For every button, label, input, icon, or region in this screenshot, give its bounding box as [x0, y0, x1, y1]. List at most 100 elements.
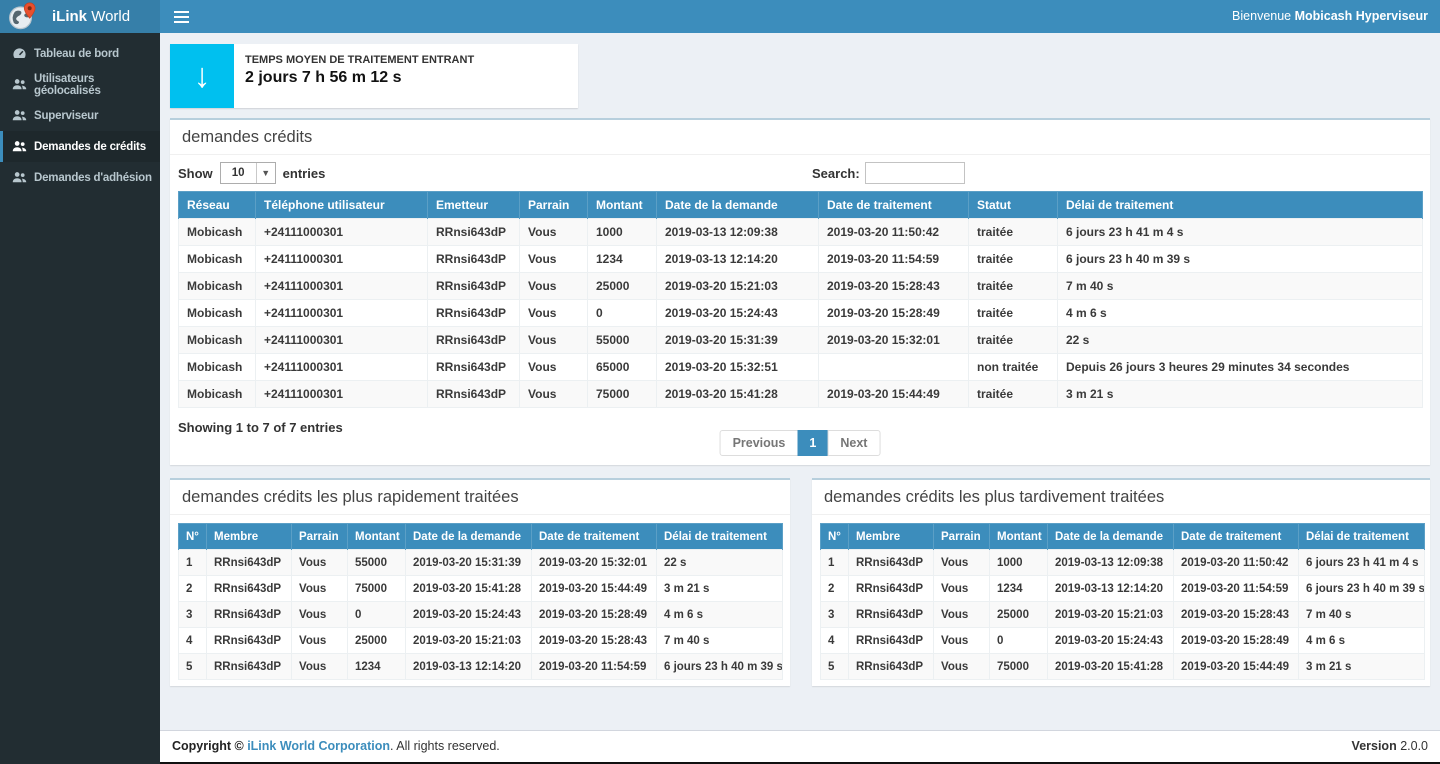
column-header: Date de la demande [657, 192, 819, 219]
table-cell: Mobicash [179, 381, 256, 408]
table-cell: 2019-03-20 15:21:03 [657, 273, 819, 300]
avg-processing-time-infobox: ↓ TEMPS MOYEN DE TRAITEMENT ENTRANT 2 jo… [170, 44, 578, 108]
table-cell: +24111000301 [256, 354, 428, 381]
table-cell: RRnsi643dP [428, 246, 520, 273]
table-row: Mobicash+24111000301RRnsi643dPVous650002… [179, 354, 1423, 381]
column-header: N° [179, 524, 207, 550]
table-cell: Vous [520, 327, 588, 354]
table-cell: 22 s [1058, 327, 1423, 354]
table-header-row: N°MembreParrainMontantDate de la demande… [821, 524, 1425, 550]
copyright-text: Copyright © iLink World Corporation. All… [172, 739, 500, 753]
table-cell: Mobicash [179, 219, 256, 246]
table-cell: 2019-03-20 11:54:59 [819, 246, 969, 273]
table-cell [819, 354, 969, 381]
sidebar-item-tableau-de-bord[interactable]: Tableau de bord [0, 38, 160, 69]
sidebar-item-superviseur[interactable]: Superviseur [0, 100, 160, 131]
table-cell: RRnsi643dP [849, 576, 934, 602]
sidebar-item-demandes-adhesion[interactable]: Demandes d'adhésion [0, 162, 160, 193]
brand-name: iLink World [52, 8, 130, 25]
column-header: Parrain [520, 192, 588, 219]
sidebar-item-label: Demandes d'adhésion [34, 172, 152, 184]
credit-requests-panel: demandes crédits Show 10 ▼ entries Searc… [170, 118, 1430, 465]
menu-toggle-icon[interactable] [160, 0, 202, 33]
corporation-link[interactable]: iLink World Corporation [247, 739, 390, 753]
brand-logo[interactable]: iLink World [0, 0, 160, 33]
table-header-row: RéseauTéléphone utilisateurEmetteurParra… [179, 192, 1423, 219]
search-input[interactable] [865, 162, 965, 184]
latest-processed-table: N°MembreParrainMontantDate de la demande… [820, 523, 1425, 680]
column-header: Date de la demande [406, 524, 532, 550]
table-cell: 22 s [657, 550, 783, 576]
table-row: Mobicash+24111000301RRnsi643dPVous100020… [179, 219, 1423, 246]
table-cell: RRnsi643dP [207, 602, 292, 628]
table-cell: 1000 [588, 219, 657, 246]
arrow-down-icon: ↓ [170, 44, 234, 108]
table-cell: 3 [179, 602, 207, 628]
column-header: Emetteur [428, 192, 520, 219]
table-cell: Vous [934, 602, 990, 628]
table-cell: Vous [520, 219, 588, 246]
table-cell: 0 [348, 602, 406, 628]
next-page-button[interactable]: Next [827, 430, 880, 456]
table-cell: 2019-03-20 15:24:43 [406, 602, 532, 628]
table-cell: 7 m 40 s [1058, 273, 1423, 300]
table-cell: 2019-03-20 15:24:43 [1048, 628, 1174, 654]
top-navbar: Bienvenue Mobicash Hyperviseur [160, 0, 1440, 33]
table-cell: Vous [934, 550, 990, 576]
column-header: Date de la demande [1048, 524, 1174, 550]
table-cell: RRnsi643dP [207, 576, 292, 602]
table-cell: Mobicash [179, 327, 256, 354]
datatable-footer: Showing 1 to 7 of 7 entries Previous 1 N… [170, 408, 1430, 476]
table-cell: 7 m 40 s [1299, 602, 1425, 628]
column-header: Téléphone utilisateur [256, 192, 428, 219]
sidebar-item-label: Demandes de crédits [34, 141, 146, 153]
table-cell: RRnsi643dP [428, 354, 520, 381]
table-cell: 65000 [588, 354, 657, 381]
table-cell: non traitée [969, 354, 1058, 381]
column-header: Réseau [179, 192, 256, 219]
stat-text: TEMPS MOYEN DE TRAITEMENT ENTRANT 2 jour… [234, 44, 578, 87]
table-cell: traitée [969, 219, 1058, 246]
column-header: N° [821, 524, 849, 550]
table-row: Mobicash+24111000301RRnsi643dPVous250002… [179, 273, 1423, 300]
table-row: 1RRnsi643dPVous10002019-03-13 12:09:3820… [821, 550, 1425, 576]
sidebar-item-label: Superviseur [34, 110, 98, 122]
table-cell: 2019-03-20 15:32:51 [657, 354, 819, 381]
table-cell: 2 [821, 576, 849, 602]
page-1-button[interactable]: 1 [797, 430, 828, 456]
table-cell: Vous [292, 602, 348, 628]
table-cell: 2 [179, 576, 207, 602]
table-cell: 2019-03-20 15:41:28 [1048, 654, 1174, 680]
table-cell: 4 [179, 628, 207, 654]
table-cell: 2019-03-13 12:14:20 [1048, 576, 1174, 602]
table-cell: 3 m 21 s [1058, 381, 1423, 408]
table-cell: 1234 [588, 246, 657, 273]
table-cell: 4 m 6 s [1058, 300, 1423, 327]
table-row: 5RRnsi643dPVous750002019-03-20 15:41:282… [821, 654, 1425, 680]
sidebar-item-demandes-de-credits[interactable]: Demandes de crédits [0, 131, 160, 162]
sidebar-item-utilisateurs-geolocalises[interactable]: Utilisateurs géolocalisés [0, 69, 160, 100]
table-cell: 6 jours 23 h 40 m 39 s [1299, 576, 1425, 602]
table-cell: 2019-03-20 15:28:43 [1174, 602, 1299, 628]
previous-page-button[interactable]: Previous [720, 430, 799, 456]
sidebar-item-label: Tableau de bord [34, 48, 119, 60]
panel-title: demandes crédits les plus tardivement tr… [812, 480, 1430, 515]
column-header: Délai de traitement [1058, 192, 1423, 219]
table-cell: Vous [520, 381, 588, 408]
users-icon [12, 170, 27, 185]
dashboard-icon [12, 46, 27, 61]
table-cell: 2019-03-20 15:21:03 [1048, 602, 1174, 628]
page-size-select[interactable]: 10 ▼ [220, 162, 276, 184]
table-cell: traitée [969, 327, 1058, 354]
table-cell: 2019-03-13 12:09:38 [1048, 550, 1174, 576]
table-cell: 4 [821, 628, 849, 654]
table-cell: 2019-03-20 15:44:49 [819, 381, 969, 408]
version-text: Version 2.0.0 [1352, 731, 1428, 762]
table-cell: RRnsi643dP [207, 550, 292, 576]
table-cell: 75000 [588, 381, 657, 408]
sidebar-item-label: Utilisateurs géolocalisés [34, 73, 160, 97]
table-cell: 4 m 6 s [657, 602, 783, 628]
table-cell: 2019-03-20 15:44:49 [1174, 654, 1299, 680]
column-header: Membre [849, 524, 934, 550]
table-cell: 1234 [990, 576, 1048, 602]
